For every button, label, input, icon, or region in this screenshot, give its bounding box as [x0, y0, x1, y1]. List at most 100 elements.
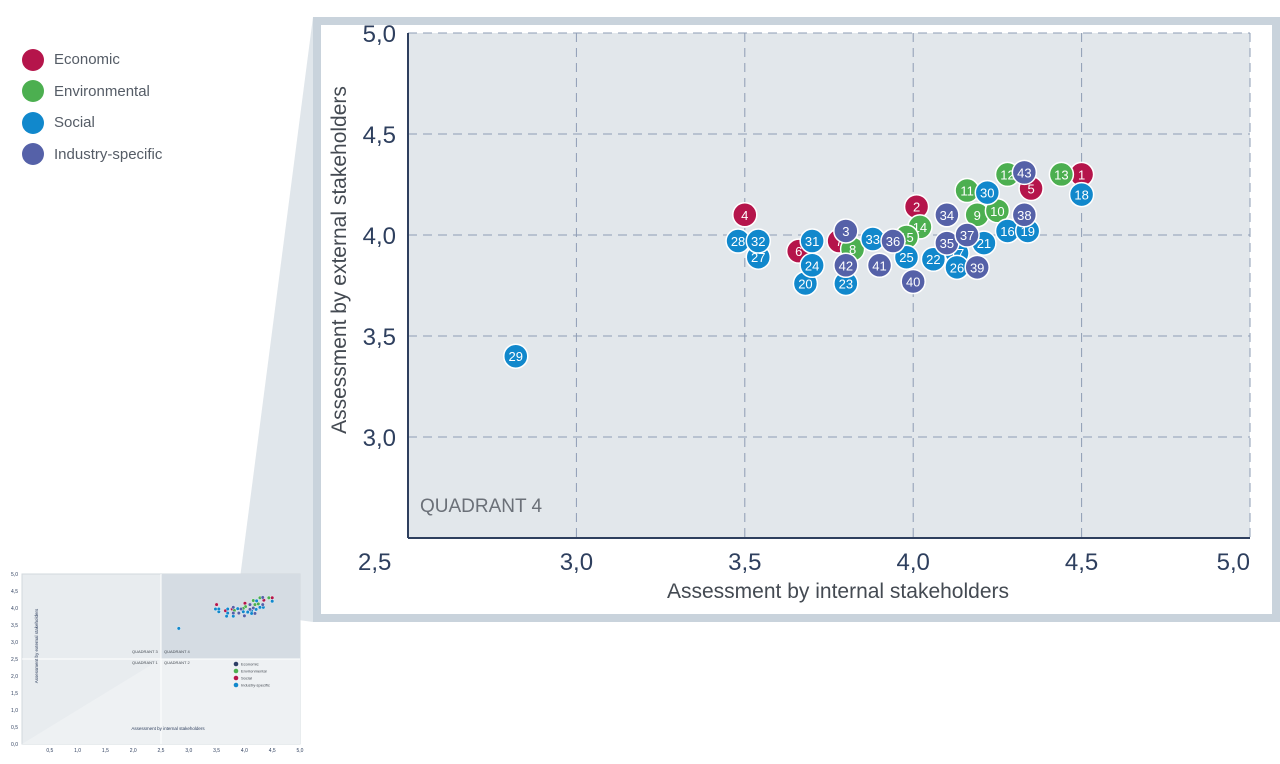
data-point-42: 42 [833, 252, 859, 279]
mini-data-point [245, 610, 250, 615]
mini-x-tick-label: 1,0 [74, 748, 81, 754]
x-tick-label: 4,0 [897, 549, 930, 576]
point-label: 41 [872, 258, 886, 273]
mini-data-point [213, 607, 218, 612]
point-label: 22 [926, 252, 940, 267]
point-label: 25 [899, 250, 913, 265]
mini-legend-label: Economic [241, 662, 259, 667]
point-label: 23 [839, 276, 853, 291]
point-marker-industry-specific [833, 218, 859, 244]
mini-legend-swatch [233, 682, 239, 688]
mini-legend-label: Industry-specific [241, 683, 270, 688]
mini-data-point [254, 598, 259, 603]
mini-data-point [256, 601, 261, 606]
x-tick-label: 3,0 [560, 549, 593, 576]
point-label: 9 [974, 208, 981, 223]
mini-data-point [242, 601, 247, 606]
mini-data-point [251, 606, 256, 611]
mini-y-tick-label: 4,0 [11, 606, 18, 612]
mini-y-tick-label: 1,0 [11, 708, 18, 714]
point-label: 40 [906, 274, 920, 289]
data-point-11: 11 [954, 177, 980, 204]
mini-data-point [214, 602, 219, 607]
point-label: 13 [1054, 167, 1068, 182]
point-label: 18 [1074, 188, 1088, 203]
point-label: 43 [1017, 165, 1031, 180]
mini-overview-chart: 0,0 0,5 1,0 1,5 2,0 2,5 3,0 3,5 4,0 4,5 5,0 0,5 1,0 1… [11, 572, 304, 754]
y-tick-label: 3,0 [363, 425, 396, 452]
mini-legend-label: Environmental [241, 669, 267, 674]
mini-y-tick-label: 2,5 [11, 657, 18, 663]
mini-data-point [260, 595, 265, 600]
point-label: 30 [980, 186, 994, 201]
y-tick-label: 4,5 [363, 122, 396, 149]
mini-x-axis-title: Assessment by internal stakeholders [131, 726, 205, 731]
y-tick-label: 5,0 [363, 21, 396, 48]
zoom-connector [240, 17, 313, 622]
mini-data-point [252, 611, 257, 616]
mini-y-tick-label: 5,0 [11, 572, 18, 578]
y-tick-label: 4,0 [363, 223, 396, 250]
data-point-35: 35 [934, 230, 960, 256]
mini-data-point [236, 611, 241, 616]
point-marker-industry-specific [954, 222, 980, 248]
mini-x-tick-label: 1,5 [102, 748, 109, 754]
point-label: 24 [805, 258, 819, 273]
point-marker-social [745, 228, 772, 254]
point-marker-social [974, 179, 1001, 206]
point-label: 2 [913, 200, 920, 215]
mini-quadrant-4 [161, 574, 300, 659]
point-label: 34 [940, 208, 954, 223]
point-marker-environmental [1048, 161, 1075, 188]
point-marker-industry-specific [1011, 159, 1038, 186]
mini-x-tick-label: 5,0 [297, 748, 304, 754]
point-label: 38 [1017, 208, 1031, 223]
data-point-39: 39 [964, 254, 990, 281]
mini-y-tick-label: 1,5 [11, 691, 18, 697]
data-point-38: 38 [1011, 202, 1038, 228]
legend-item-economic: Economic [22, 44, 162, 76]
data-point-20: 20 [792, 270, 819, 297]
point-label: 31 [805, 234, 819, 249]
point-marker-industry-specific [934, 202, 960, 228]
mini-data-point [260, 602, 265, 607]
point-label: 3 [842, 224, 849, 239]
data-point-41: 41 [866, 252, 893, 279]
data-point-32: 32 [745, 228, 772, 254]
mini-y-tick-label: 2,0 [11, 674, 18, 680]
mini-legend-swatch [233, 675, 239, 681]
mini-data-point [251, 598, 256, 603]
mini-data-point [266, 595, 271, 600]
legend-label: Industry-specific [54, 145, 163, 163]
mini-legend-swatch [233, 668, 239, 674]
data-point-29: 29 [503, 343, 529, 369]
mini-data-point [242, 613, 247, 618]
data-point-16: 16 [994, 218, 1021, 244]
mini-data-point [257, 605, 262, 610]
mini-x-tick-label: 4,0 [241, 748, 248, 754]
legend-label: Social [54, 114, 95, 132]
mini-data-point [239, 607, 244, 612]
point-label: 42 [839, 258, 853, 273]
point-label: 10 [990, 204, 1004, 219]
mini-data-point [247, 602, 252, 607]
y-axis-title: Assessment by external stakeholders [328, 86, 351, 434]
point-label: 33 [866, 232, 880, 247]
data-point-30: 30 [974, 179, 1001, 206]
point-label: 11 [960, 184, 974, 199]
x-tick-label: 4,5 [1065, 549, 1098, 576]
data-point-18: 18 [1068, 181, 1095, 208]
y-tick-label: 3,5 [363, 324, 396, 351]
point-marker-social [799, 228, 825, 254]
legend-swatch [22, 80, 44, 103]
x-tick-label: 5,0 [1217, 549, 1250, 576]
legend-swatch [22, 143, 44, 166]
mini-data-point [252, 602, 257, 607]
point-label: 37 [960, 228, 974, 243]
point-marker-industry-specific [1011, 202, 1038, 228]
mini-data-point [225, 611, 230, 616]
mini-x-tick-label: 3,5 [213, 748, 220, 754]
mini-data-point [216, 607, 221, 612]
point-marker-social [503, 343, 529, 369]
